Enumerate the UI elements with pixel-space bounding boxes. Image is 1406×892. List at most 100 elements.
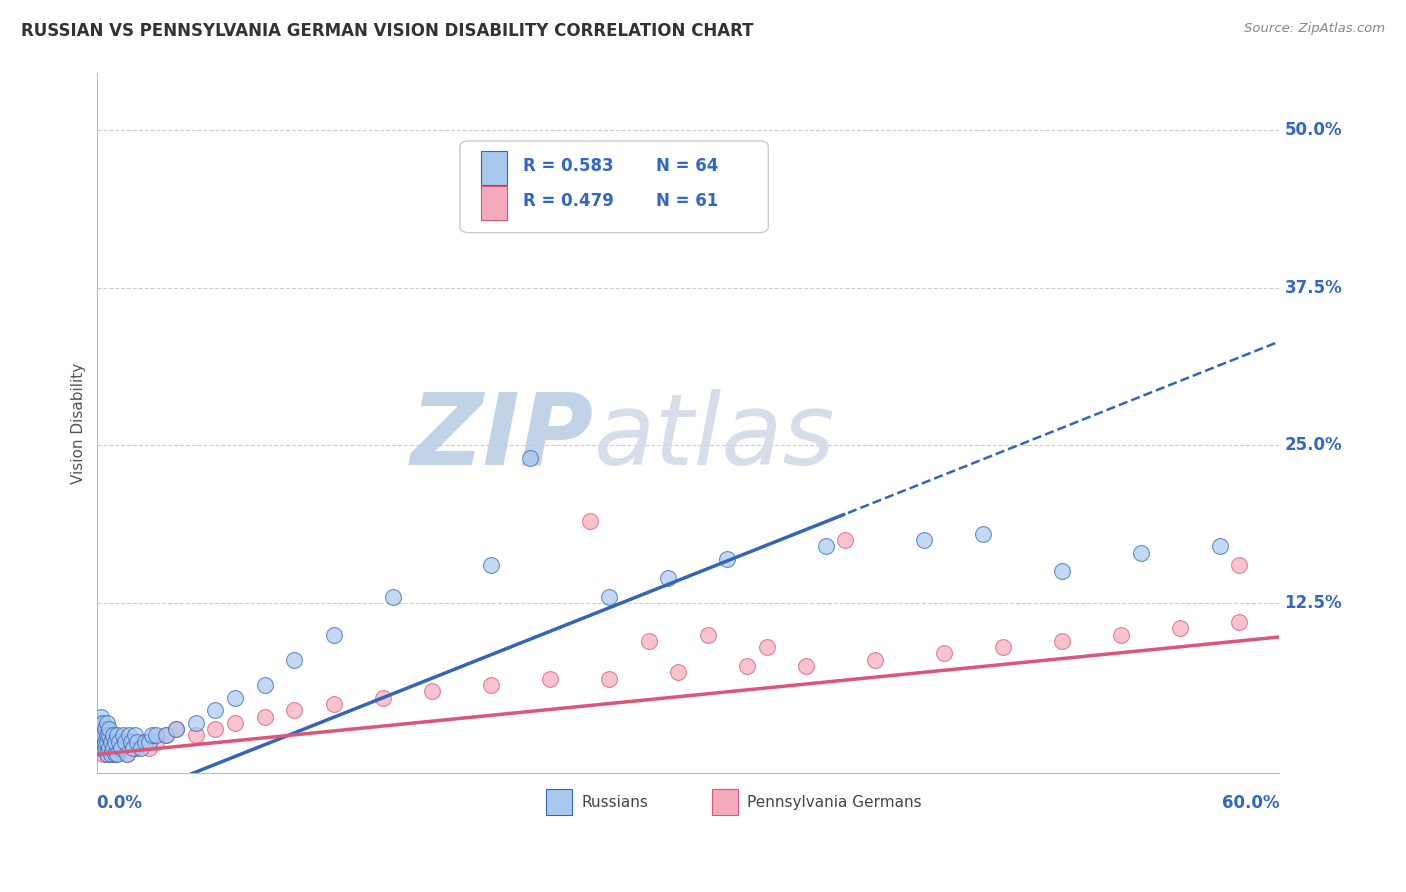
FancyBboxPatch shape: [460, 141, 768, 233]
Point: [96, 735, 118, 749]
Point: [98, 741, 121, 756]
Point: [114, 735, 136, 749]
Point: [145, 729, 167, 743]
Text: ZIP: ZIP: [411, 389, 593, 485]
Point: [1227, 558, 1250, 573]
Point: [101, 729, 124, 743]
Text: 60.0%: 60.0%: [1222, 795, 1279, 813]
Point: [90, 709, 112, 723]
Point: [89, 741, 111, 756]
Point: [204, 722, 226, 736]
Point: [479, 558, 502, 573]
Text: R = 0.583: R = 0.583: [523, 157, 613, 175]
Point: [94, 722, 117, 736]
Point: [1227, 615, 1250, 629]
Point: [94, 729, 117, 743]
Y-axis label: Vision Disability: Vision Disability: [72, 362, 86, 483]
Point: [100, 747, 122, 762]
Point: [155, 729, 177, 743]
Point: [115, 747, 138, 762]
Point: [145, 735, 167, 749]
Point: [104, 747, 127, 762]
Point: [1129, 545, 1152, 559]
Point: [165, 722, 187, 736]
Text: atlas: atlas: [593, 389, 835, 485]
Point: [1109, 627, 1132, 641]
Point: [100, 735, 122, 749]
Point: [89, 729, 111, 743]
Point: [283, 703, 305, 717]
Point: [104, 735, 127, 749]
Point: [1050, 565, 1073, 579]
Point: [932, 647, 955, 661]
Point: [253, 709, 276, 723]
Point: [134, 735, 156, 749]
Text: 12.5%: 12.5%: [1285, 594, 1343, 612]
Point: [814, 539, 837, 553]
Point: [101, 741, 124, 756]
Point: [89, 729, 111, 743]
Point: [115, 747, 138, 762]
Point: [696, 627, 718, 641]
Point: [110, 741, 132, 756]
Point: [479, 678, 502, 692]
Point: [125, 741, 148, 756]
Point: [94, 741, 117, 756]
Point: [125, 735, 148, 749]
Text: R = 0.479: R = 0.479: [523, 192, 613, 211]
Point: [110, 741, 132, 756]
Text: Pennsylvania Germans: Pennsylvania Germans: [747, 795, 922, 810]
Text: N = 61: N = 61: [657, 192, 718, 211]
Point: [519, 450, 541, 465]
Point: [253, 678, 276, 692]
Point: [89, 722, 111, 736]
Point: [108, 735, 131, 749]
Point: [381, 590, 404, 604]
Point: [111, 729, 134, 743]
Point: [912, 533, 935, 547]
Point: [124, 729, 146, 743]
Point: [863, 653, 886, 667]
Point: [105, 741, 128, 756]
Point: [121, 741, 143, 756]
Point: [104, 735, 127, 749]
Point: [90, 735, 112, 749]
Point: [322, 697, 344, 711]
Point: [578, 514, 600, 528]
Point: [104, 747, 127, 762]
Point: [657, 571, 679, 585]
Point: [224, 690, 246, 705]
Point: [98, 729, 121, 743]
Point: [420, 684, 443, 698]
Point: [834, 533, 856, 547]
Point: [91, 741, 114, 756]
Point: [322, 627, 344, 641]
Point: [120, 735, 142, 749]
Point: [91, 715, 114, 730]
Point: [131, 735, 153, 749]
Text: N = 64: N = 64: [657, 157, 718, 175]
Point: [98, 741, 121, 756]
Point: [101, 741, 124, 756]
Text: 0.0%: 0.0%: [96, 795, 142, 813]
Point: [91, 735, 114, 749]
Point: [89, 715, 111, 730]
Point: [98, 722, 121, 736]
Point: [118, 729, 141, 743]
Point: [1050, 633, 1073, 648]
Text: RUSSIAN VS PENNSYLVANIA GERMAN VISION DISABILITY CORRELATION CHART: RUSSIAN VS PENNSYLVANIA GERMAN VISION DI…: [21, 22, 754, 40]
Text: Source: ZipAtlas.com: Source: ZipAtlas.com: [1244, 22, 1385, 36]
Point: [91, 747, 114, 762]
Point: [283, 653, 305, 667]
Point: [538, 672, 561, 686]
Point: [96, 729, 118, 743]
Point: [100, 729, 122, 743]
Point: [96, 715, 118, 730]
FancyBboxPatch shape: [481, 186, 508, 220]
Point: [94, 735, 117, 749]
Point: [637, 633, 659, 648]
FancyBboxPatch shape: [481, 152, 508, 185]
Point: [100, 747, 122, 762]
Point: [991, 640, 1014, 655]
Point: [371, 690, 394, 705]
